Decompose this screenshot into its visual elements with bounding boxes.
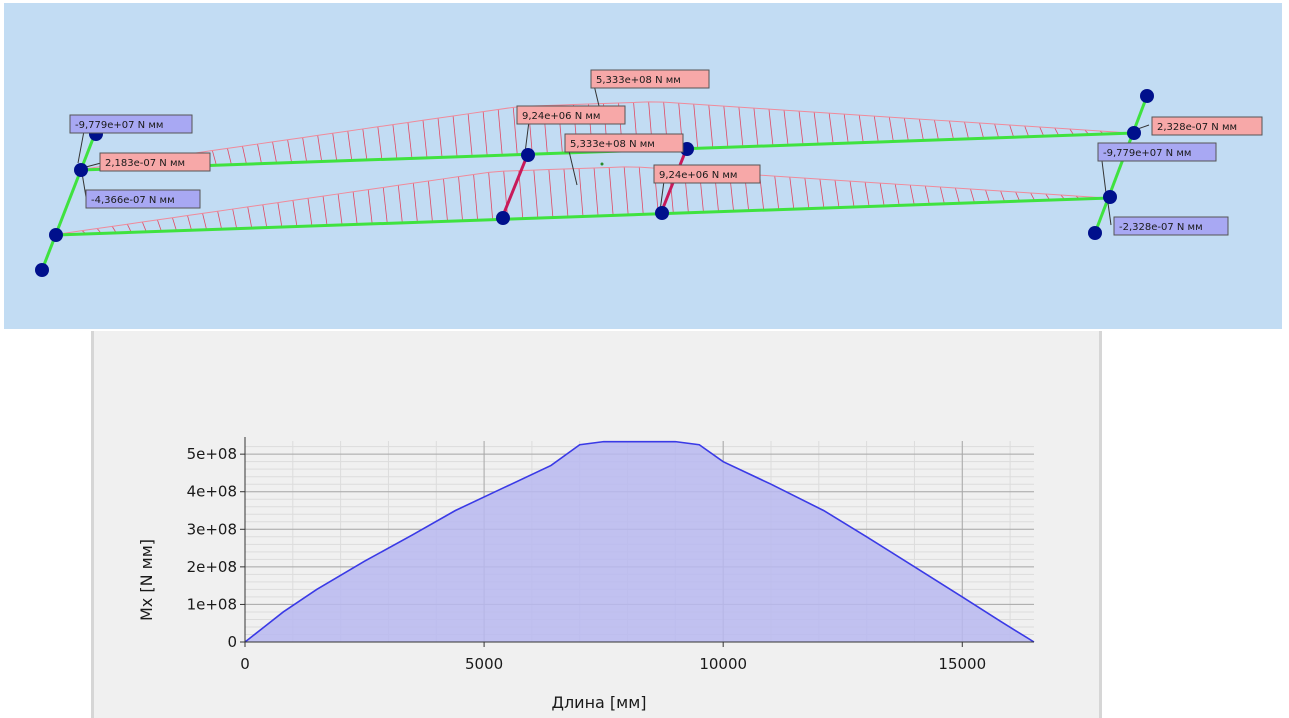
x-tick-label: 10000 xyxy=(699,655,747,673)
moment-chart-panel: 0 1e+08 2e+08 3e+08 4e+08 5e+08 0 5000 10000 150… xyxy=(91,331,1102,718)
x-tick-label: 15000 xyxy=(938,655,986,673)
node[interactable] xyxy=(35,263,49,277)
node[interactable] xyxy=(74,163,88,177)
tag-text: 2,328e-07 N мм xyxy=(1157,122,1237,133)
tag-text: -2,328e-07 N мм xyxy=(1119,222,1203,233)
tag-text: -4,366e-07 N мм xyxy=(91,195,175,206)
tag-text: -9,779e+07 N мм xyxy=(1103,148,1191,159)
moment-value-tags: 5,333e+08 N мм 9,24e+06 N мм 5,333e+08 N м… xyxy=(69,69,1263,236)
chart-axes xyxy=(240,437,1034,647)
moment-value-tag: -4,366e-07 N мм xyxy=(85,189,201,209)
moment-value-tag: -9,779e+07 N мм xyxy=(1097,142,1217,162)
x-tick-label: 5000 xyxy=(465,655,503,673)
y-tick-label: 1e+08 xyxy=(187,595,237,613)
post-right[interactable] xyxy=(1093,95,1149,234)
moment-value-tag: 9,24e+06 N мм xyxy=(516,105,626,125)
moment-value-tag: -2,328e-07 N мм xyxy=(1113,216,1229,236)
node[interactable] xyxy=(1127,126,1141,140)
y-tick-label: 4e+08 xyxy=(187,483,237,501)
node[interactable] xyxy=(49,228,63,242)
moment-value-tag: 9,24e+06 N мм xyxy=(653,164,761,184)
y-axis-title: Mx [N мм] xyxy=(137,539,156,621)
moment-diagram-hatch-lower xyxy=(51,166,1110,236)
beam-model-canvas: 5,333e+08 N мм 9,24e+06 N мм 5,333e+08 N м… xyxy=(35,69,1263,277)
moment-value-tag: 2,183e-07 N мм xyxy=(99,152,211,172)
node[interactable] xyxy=(1088,226,1102,240)
y-tick-label: 2e+08 xyxy=(187,558,237,576)
tag-text: -9,779e+07 N мм xyxy=(75,120,163,131)
beam-lower[interactable] xyxy=(55,196,1111,237)
y-tick-label: 3e+08 xyxy=(187,520,237,538)
x-tick-label: 0 xyxy=(240,655,250,673)
moment-value-tag: 5,333e+08 N мм xyxy=(590,69,710,89)
tag-text: 5,333e+08 N мм xyxy=(596,75,681,86)
moment-value-tag: 2,328e-07 N мм xyxy=(1151,116,1263,136)
label-leaders xyxy=(77,84,1150,226)
tag-text: 2,183e-07 N мм xyxy=(105,158,185,169)
x-axis-title: Длина [мм] xyxy=(551,693,646,712)
moment-chart: 0 1e+08 2e+08 3e+08 4e+08 5e+08 0 5000 10000 150… xyxy=(137,437,1035,712)
y-tick-label: 5e+08 xyxy=(187,445,237,463)
cross-member-1[interactable] xyxy=(500,155,529,219)
center-marker xyxy=(600,162,604,166)
node[interactable] xyxy=(521,148,535,162)
x-tick-labels: 0 5000 10000 15000 xyxy=(240,655,986,673)
node[interactable] xyxy=(1140,89,1154,103)
moment-value-tag: 5,333e+08 N мм xyxy=(564,133,684,153)
moment-series-line xyxy=(244,440,1035,643)
y-tick-label: 0 xyxy=(227,633,237,651)
node[interactable] xyxy=(496,211,510,225)
y-tick-labels: 0 1e+08 2e+08 3e+08 4e+08 5e+08 xyxy=(187,445,237,651)
node[interactable] xyxy=(1103,190,1117,204)
model-3d-view[interactable]: 5,333e+08 N мм 9,24e+06 N мм 5,333e+08 N м… xyxy=(4,3,1282,329)
moment-diagram-hatch-upper xyxy=(76,101,1134,171)
post-left[interactable] xyxy=(40,130,98,271)
moment-area-fill xyxy=(245,441,1034,642)
moment-value-tag: -9,779e+07 N мм xyxy=(69,114,193,134)
tag-text: 9,24e+06 N мм xyxy=(522,111,600,122)
node[interactable] xyxy=(655,206,669,220)
tag-text: 5,333e+08 N мм xyxy=(570,139,655,150)
tag-text: 9,24e+06 N мм xyxy=(659,170,737,181)
nodes xyxy=(35,89,1154,277)
